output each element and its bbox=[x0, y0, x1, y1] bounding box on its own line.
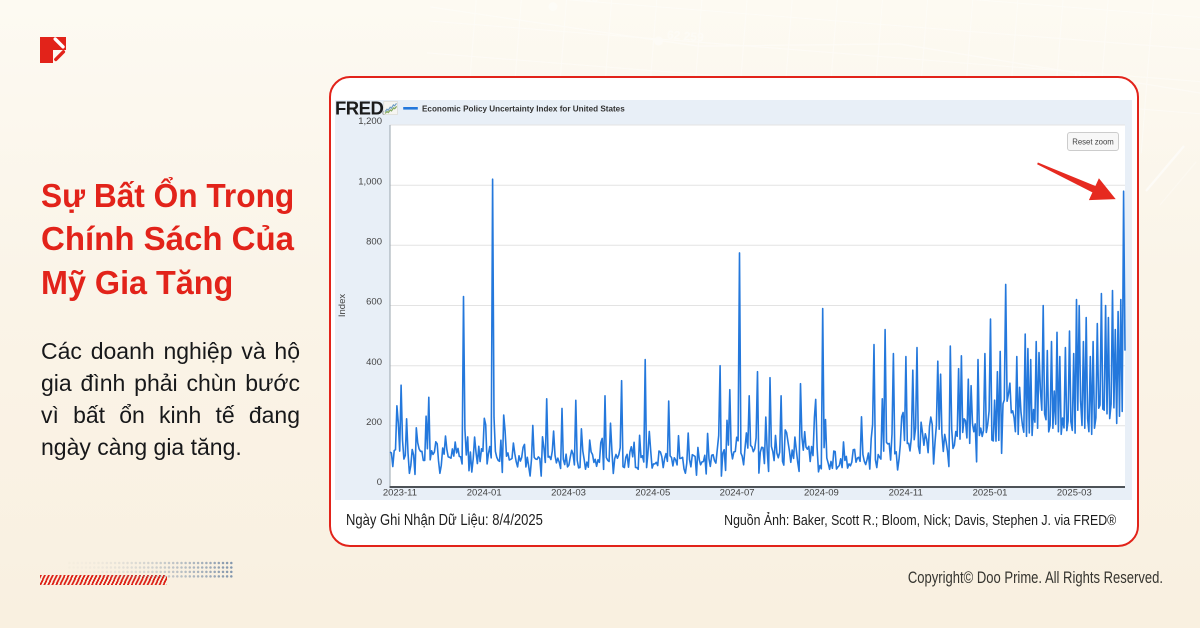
svg-text:2024-05: 2024-05 bbox=[635, 487, 670, 498]
svg-text:1,000: 1,000 bbox=[358, 176, 382, 187]
svg-text:Economic Policy Uncertainty In: Economic Policy Uncertainty Index for Un… bbox=[422, 104, 625, 113]
svg-text:2023-11: 2023-11 bbox=[382, 487, 416, 498]
svg-text:2024-07: 2024-07 bbox=[719, 487, 754, 498]
svg-text:Index: Index bbox=[337, 293, 348, 316]
svg-text:200: 200 bbox=[366, 417, 382, 428]
svg-text:2025-03: 2025-03 bbox=[1056, 487, 1091, 498]
svg-text:2024-09: 2024-09 bbox=[803, 487, 838, 498]
svg-text:2024-11: 2024-11 bbox=[888, 487, 922, 498]
svg-text:0: 0 bbox=[376, 477, 381, 488]
svg-text:Reset zoom: Reset zoom bbox=[1072, 137, 1114, 146]
svg-text:600: 600 bbox=[366, 296, 382, 307]
svg-text:2025-01: 2025-01 bbox=[972, 487, 1007, 498]
svg-text:1,200: 1,200 bbox=[358, 116, 382, 127]
svg-text:62 259: 62 259 bbox=[667, 28, 705, 45]
svg-text:20 499: 20 499 bbox=[561, 0, 599, 5]
svg-text:FRED: FRED bbox=[335, 100, 384, 119]
svg-text:800: 800 bbox=[366, 236, 382, 247]
svg-text:2024-03: 2024-03 bbox=[551, 487, 586, 498]
svg-text:2024-01: 2024-01 bbox=[466, 487, 501, 498]
svg-text:400: 400 bbox=[366, 356, 382, 367]
